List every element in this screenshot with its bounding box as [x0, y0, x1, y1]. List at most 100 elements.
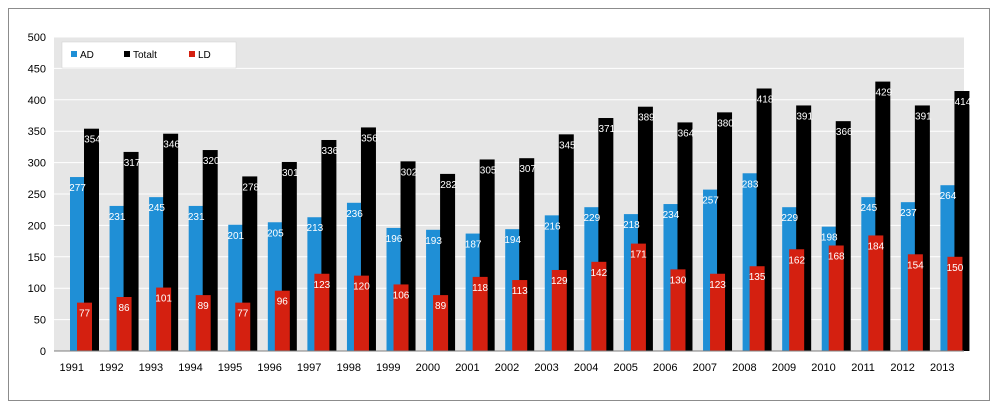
- data-label-totalt: 278: [242, 182, 259, 193]
- data-label-totalt: 320: [203, 156, 220, 167]
- bar-ld: [116, 296, 132, 351]
- data-label-totalt: 356: [361, 133, 378, 144]
- bar-ld: [195, 295, 211, 351]
- bar-ld: [512, 280, 528, 351]
- data-label-ld: 120: [353, 282, 370, 293]
- data-label-ld: 96: [277, 297, 289, 308]
- data-label-ad: 196: [386, 234, 403, 245]
- data-label-ld: 142: [591, 268, 608, 279]
- data-label-totalt: 380: [717, 118, 734, 129]
- bar-ld: [433, 295, 449, 351]
- y-tick-label: 250: [28, 189, 46, 201]
- bar-ld: [789, 249, 805, 351]
- data-label-ad: 236: [346, 209, 363, 220]
- data-label-ad: 194: [504, 235, 521, 246]
- legend-label: LD: [198, 50, 211, 61]
- data-label-ad: 218: [623, 220, 640, 231]
- data-label-ld: 123: [709, 280, 726, 291]
- x-tick-label: 1992: [99, 362, 123, 374]
- data-label-ad: 237: [900, 208, 917, 219]
- data-label-totalt: 429: [875, 88, 892, 99]
- x-tick-label: 2004: [574, 362, 598, 374]
- data-label-ld: 162: [788, 255, 805, 266]
- bar-ld: [710, 273, 726, 351]
- data-label-totalt: 302: [401, 167, 418, 178]
- y-tick-label: 350: [28, 126, 46, 138]
- data-label-ld: 171: [630, 250, 647, 261]
- bar-ld: [828, 245, 844, 351]
- data-label-ld: 86: [119, 303, 131, 314]
- bar-totalt: [84, 128, 99, 351]
- x-tick-label: 2010: [811, 362, 835, 374]
- data-label-ld: 101: [155, 294, 172, 305]
- data-label-ld: 77: [79, 309, 91, 320]
- legend-swatch: [71, 51, 77, 57]
- data-label-ld: 77: [237, 309, 249, 320]
- x-axis-tick-labels: 1991 1992 1993 1994 1995 1996 1997 1998 1999 2000…: [60, 362, 955, 374]
- data-label-totalt: 346: [163, 140, 180, 151]
- x-tick-label: 2008: [732, 362, 756, 374]
- data-labels: 277 354 77 231 317 86 245 346 101 231 320 89 201 278 7…: [69, 88, 972, 320]
- y-axis-tick-labels: 0 50 100 150 200 250 300 350 400 450 500: [28, 32, 46, 358]
- data-label-totalt: 336: [322, 146, 339, 157]
- x-tick-label: 2000: [416, 362, 440, 374]
- bar-ld: [353, 275, 369, 351]
- data-label-ad: 231: [109, 212, 126, 223]
- y-tick-label: 300: [28, 158, 46, 170]
- data-label-ld: 184: [867, 241, 884, 252]
- data-label-ad: 234: [663, 210, 680, 221]
- bar-ld: [749, 266, 765, 351]
- x-tick-label: 1993: [139, 362, 163, 374]
- bars: [70, 81, 970, 352]
- bar-ld: [907, 254, 923, 351]
- y-tick-label: 450: [28, 63, 46, 75]
- x-tick-label: 2009: [772, 362, 796, 374]
- data-label-ld: 154: [907, 260, 924, 271]
- x-tick-label: 2006: [653, 362, 677, 374]
- x-tick-label: 2011: [851, 362, 875, 374]
- chart-frame: 0 50 100 150 200 250 300 350 400 450 500 277 354 77 2…: [8, 8, 990, 401]
- data-label-totalt: 389: [638, 113, 655, 124]
- x-tick-label: 2007: [693, 362, 717, 374]
- bar-ld: [868, 235, 884, 351]
- data-label-totalt: 345: [559, 140, 576, 151]
- data-label-ld: 113: [512, 286, 528, 297]
- bar-ld: [551, 269, 567, 351]
- bar-ld: [670, 269, 686, 351]
- data-label-ld: 135: [749, 272, 766, 283]
- bar-ld: [235, 302, 251, 351]
- data-label-ld: 129: [551, 276, 568, 287]
- x-tick-label: 2005: [613, 362, 637, 374]
- y-tick-label: 150: [28, 252, 46, 264]
- data-label-ld: 150: [947, 263, 964, 274]
- y-tick-label: 200: [28, 220, 46, 232]
- data-label-totalt: 305: [480, 165, 497, 176]
- data-label-ad: 257: [702, 196, 719, 207]
- data-label-ad: 245: [148, 203, 165, 214]
- x-tick-label: 1991: [60, 362, 84, 374]
- x-tick-label: 2012: [890, 362, 914, 374]
- data-label-totalt: 301: [282, 168, 299, 179]
- x-tick-label: 1998: [336, 362, 360, 374]
- x-tick-label: 1995: [218, 362, 242, 374]
- data-label-totalt: 364: [678, 128, 695, 139]
- data-label-ad: 193: [425, 236, 442, 247]
- x-tick-label: 2001: [455, 362, 479, 374]
- data-label-ad: 245: [860, 203, 877, 214]
- data-label-totalt: 307: [519, 164, 536, 175]
- data-label-ld: 123: [314, 280, 331, 291]
- data-label-totalt: 418: [757, 94, 774, 105]
- y-tick-label: 100: [28, 283, 46, 295]
- y-tick-label: 500: [28, 32, 46, 44]
- data-label-ld: 106: [393, 290, 410, 301]
- legend-label: Totalt: [133, 50, 157, 61]
- y-tick-label: 50: [34, 315, 46, 327]
- data-label-totalt: 282: [440, 180, 457, 191]
- legend-swatch: [124, 51, 130, 57]
- data-label-ad: 283: [742, 179, 759, 190]
- data-label-ad: 205: [267, 228, 284, 239]
- bar-ld: [393, 284, 409, 351]
- data-label-ld: 168: [828, 251, 845, 262]
- data-label-ld: 130: [670, 275, 687, 286]
